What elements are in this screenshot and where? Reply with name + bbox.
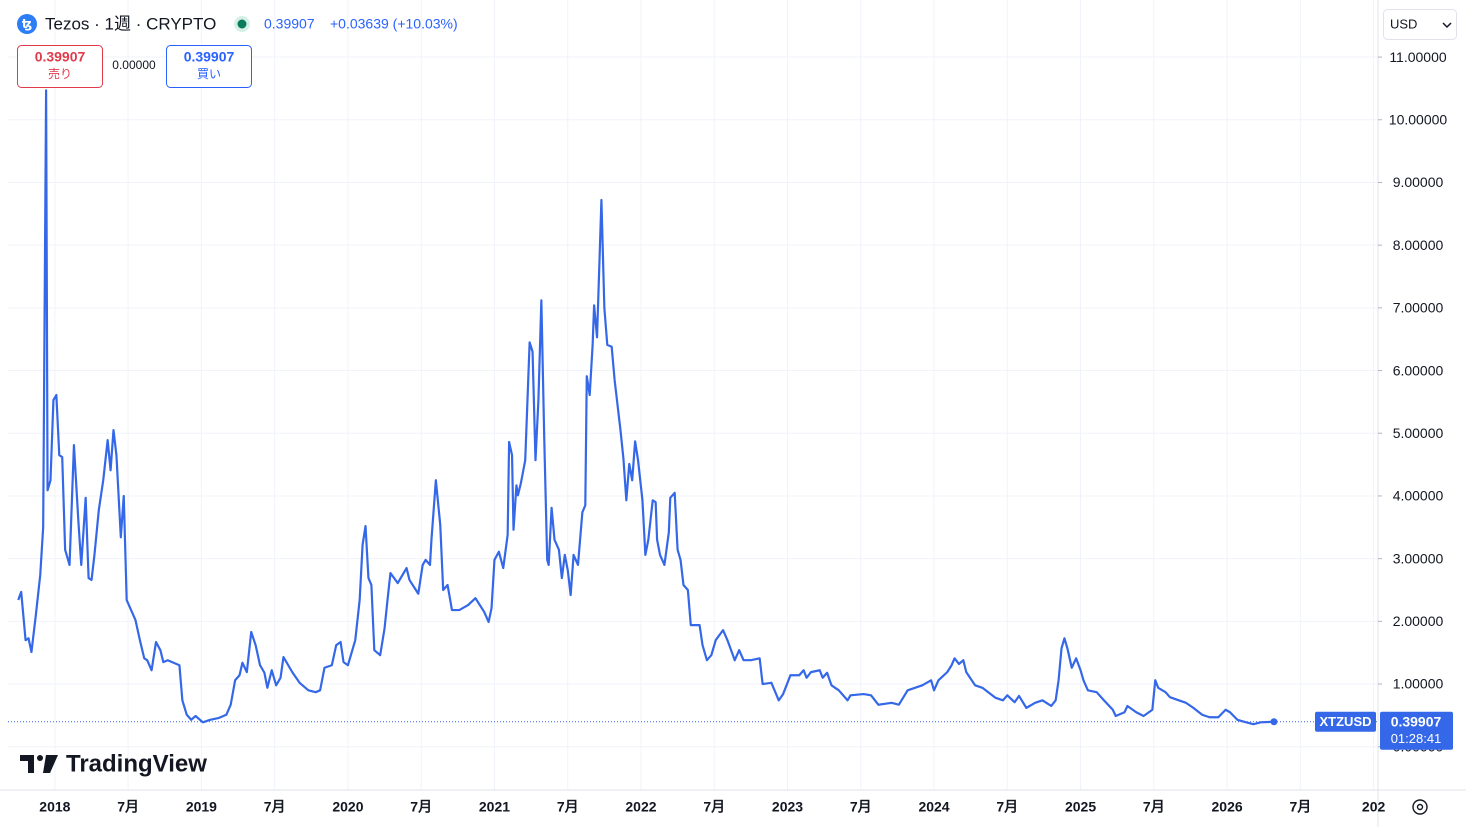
coin-glyph: ꜩ (22, 17, 32, 31)
logo-slash (43, 755, 58, 773)
logo-dot (37, 755, 43, 761)
x-tick-label: 7月 (557, 799, 579, 815)
buy-price: 0.39907 (184, 49, 235, 65)
brand-logo (20, 755, 58, 773)
buy-button[interactable] (166, 45, 252, 88)
y-tick-label: 6.00000 (1393, 362, 1444, 378)
plot (8, 89, 1378, 726)
x-tick-label: 202 (1362, 799, 1386, 815)
x-tick-label: 7月 (1289, 799, 1311, 815)
y-tick-label: 11.00000 (1389, 49, 1447, 65)
brand-name: TradingView (66, 750, 207, 777)
y-tick-label: 10.00000 (1389, 111, 1448, 127)
y-tick-label: 5.00000 (1393, 425, 1444, 441)
header-price: 0.39907 (264, 16, 315, 32)
spread: 0.00000 (112, 58, 156, 72)
settings-icon[interactable] (1412, 799, 1428, 815)
x-tick-label: 2019 (186, 799, 217, 815)
x-tick-label: 2025 (1065, 799, 1096, 815)
x-tick-label: 7月 (410, 799, 432, 815)
status-dot (237, 19, 247, 29)
price-tag (1380, 711, 1453, 750)
x-tick-label: 7月 (850, 799, 872, 815)
y-tick-label: 1.00000 (1393, 676, 1444, 692)
price-tags: XTZUSD 0.39907 01:28:41 (1315, 711, 1453, 750)
sell-price: 0.39907 (35, 49, 86, 65)
x-tick-label: 7月 (703, 799, 725, 815)
settings-icon-core (1416, 803, 1424, 811)
x-tick-label: 7月 (117, 799, 139, 815)
price-line (17, 89, 1275, 726)
price-tag-value: 0.39907 (1391, 713, 1442, 729)
x-tick-label: 2020 (332, 799, 363, 815)
y-tick-label: 8.00000 (1393, 237, 1444, 253)
x-tick-label: 2026 (1212, 799, 1243, 815)
x-tick-label: 2023 (772, 799, 803, 815)
grid (8, 0, 1378, 790)
x-tick-label: 7月 (264, 799, 286, 815)
x-tick-label: 7月 (996, 799, 1018, 815)
y-tick-label: 9.00000 (1393, 174, 1444, 190)
y-tick-label: 7.00000 (1393, 300, 1444, 316)
symbol-title: Tezos · 1週 · CRYPTO (45, 14, 216, 33)
sell-button[interactable] (17, 45, 103, 88)
currency-label: USD (1390, 16, 1417, 31)
sell-label: 売り (48, 66, 72, 81)
x-tick-label: 2024 (918, 799, 949, 815)
symbol-tag (1315, 711, 1376, 732)
x-tick-label: 2022 (625, 799, 656, 815)
x-axis: 2018 7月 2019 7月 2020 7月 2021 7月 2022 7月 2023 7月 2024… (39, 799, 1385, 815)
y-tick-label: 2.00000 (1393, 613, 1444, 629)
y-axis: 0.000001.000002.000003.000004.000005.000… (1378, 49, 1448, 754)
x-tick-label: 7月 (1143, 799, 1165, 815)
last-point (1270, 718, 1278, 726)
symbol-tag-label: XTZUSD (1320, 714, 1372, 729)
x-tick-label: 2018 (39, 799, 70, 815)
buy-label: 買い (197, 67, 221, 81)
coin-icon (17, 14, 37, 34)
y-tick-label: 3.00000 (1393, 550, 1444, 566)
currency-dropdown[interactable] (1383, 9, 1457, 40)
logo-mark (20, 755, 34, 773)
countdown: 01:28:41 (1391, 731, 1442, 746)
x-tick-label: 2021 (479, 799, 510, 815)
header-change: +0.03639 (+10.03%) (330, 16, 458, 32)
y-tick-label: 4.00000 (1393, 488, 1444, 504)
dropdown-caret (1442, 22, 1452, 29)
